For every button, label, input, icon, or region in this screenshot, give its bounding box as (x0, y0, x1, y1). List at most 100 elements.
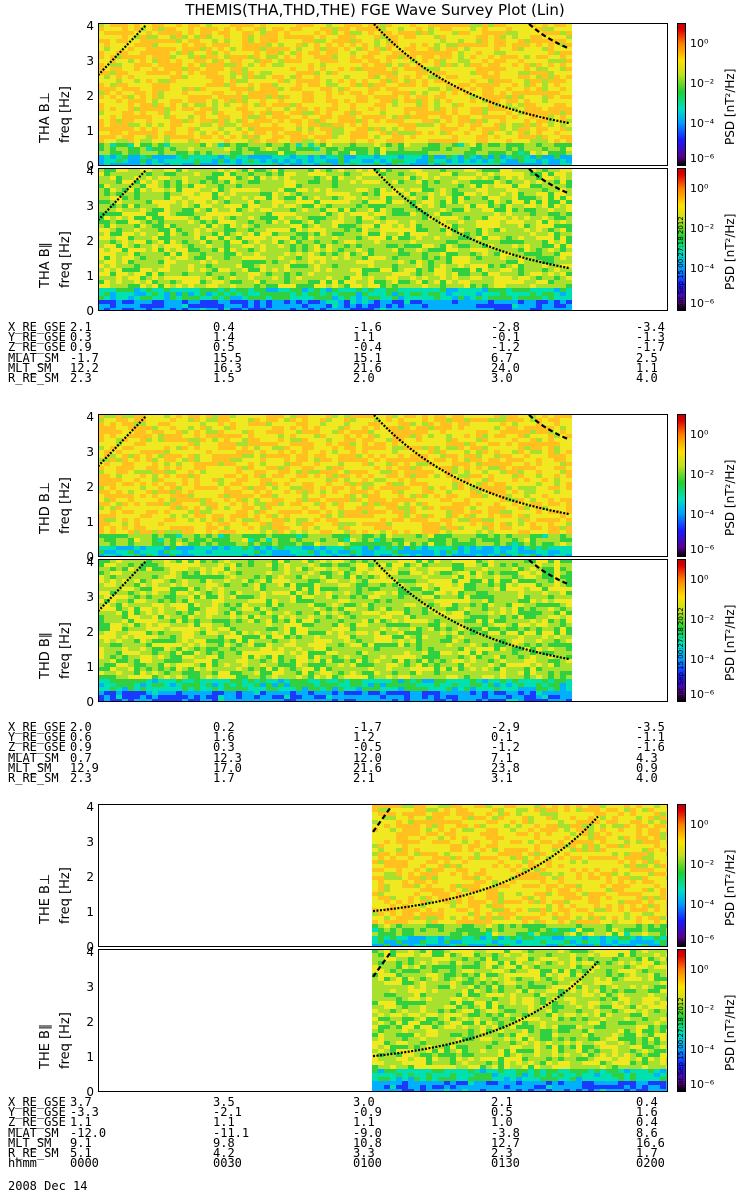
spectrogram-cell (116, 308, 122, 311)
spectrogram-cell (182, 147, 188, 151)
spectrogram-cell (158, 135, 164, 139)
spectrogram-cell (98, 131, 104, 135)
spectrogram-cell (422, 280, 428, 284)
spectrogram-cell (392, 240, 398, 244)
spectrogram-cell (404, 79, 410, 83)
spectrogram-cell (560, 67, 566, 71)
spectrogram-cell (536, 59, 542, 63)
spectrogram-cell (440, 276, 446, 280)
spectrogram-cell (278, 276, 284, 280)
spectrogram-cell (182, 200, 188, 204)
spectrogram-cell (260, 59, 266, 63)
spectrogram-cell (566, 143, 572, 147)
spectrogram-cell (236, 212, 242, 216)
spectrogram-cell (218, 276, 224, 280)
spectrogram-cell (422, 143, 428, 147)
spectrogram-cell (170, 123, 176, 127)
spectrogram-cell (434, 55, 440, 59)
spectrogram-cell (206, 107, 212, 111)
spectrogram-cell (122, 27, 128, 31)
spectrogram-cell (110, 79, 116, 83)
spectrogram-cell (116, 216, 122, 220)
spectrogram-cell (392, 27, 398, 31)
spectrogram-cell (338, 260, 344, 264)
spectrogram-cell (146, 91, 152, 95)
spectrogram-cell (104, 139, 110, 143)
spectrogram-cell (482, 151, 488, 155)
spectrogram-cell (428, 23, 434, 27)
spectrogram-cell (266, 244, 272, 248)
spectrogram-cell (200, 151, 206, 155)
spectrogram-cell (242, 252, 248, 256)
spectrogram-cell (134, 107, 140, 111)
spectrogram-cell (332, 204, 338, 208)
spectrogram-cell (242, 159, 248, 163)
spectrogram-cell (254, 216, 260, 220)
spectrogram-cell (392, 228, 398, 232)
spectrogram-cell (158, 176, 164, 180)
spectrogram-cell (338, 79, 344, 83)
spectrogram-cell (374, 276, 380, 280)
spectrogram-cell (386, 228, 392, 232)
spectrogram-cell (338, 71, 344, 75)
spectrogram-cell (212, 180, 218, 184)
spectrogram-cell (200, 256, 206, 260)
spectrogram-cell (122, 143, 128, 147)
spectrogram-cell (362, 151, 368, 155)
spectrogram-cell (152, 204, 158, 208)
spectrogram-cell (482, 103, 488, 107)
spectrogram-cell (392, 143, 398, 147)
spectrogram-cell (530, 47, 536, 51)
spectrogram-cell (404, 248, 410, 252)
spectrogram-cell (266, 240, 272, 244)
spectrogram-cell (158, 256, 164, 260)
spectrogram-cell (128, 308, 134, 311)
spectrogram-cell (302, 204, 308, 208)
spectrogram-cell (506, 63, 512, 67)
spectrogram-cell (170, 35, 176, 39)
spectrogram-cell (440, 163, 446, 166)
spectrogram-cell (182, 59, 188, 63)
spectrogram-cell (464, 59, 470, 63)
spectrogram-cell (266, 107, 272, 111)
spectrogram-cell (386, 268, 392, 272)
spectrogram-cell (362, 103, 368, 107)
spectrogram-cell (320, 276, 326, 280)
spectrogram-cell (380, 163, 386, 166)
spectrogram-cell (470, 87, 476, 91)
spectrogram-cell (356, 172, 362, 176)
spectrogram-cell (440, 204, 446, 208)
spectrogram-cell (470, 71, 476, 75)
spectrogram-cell (206, 75, 212, 79)
y-axis-label: THA B⊥ (38, 92, 53, 143)
spectrogram-cell (272, 83, 278, 87)
spectrogram-cell (446, 95, 452, 99)
spectrogram-cell (284, 196, 290, 200)
spectrogram-cell (272, 200, 278, 204)
spectrogram-cell (404, 204, 410, 208)
spectrogram-cell (302, 288, 308, 292)
spectrogram-cell (128, 260, 134, 264)
spectrogram-cell (266, 71, 272, 75)
spectrogram-cell (98, 123, 104, 127)
spectrogram-cell (98, 47, 104, 51)
spectrogram-cell (470, 79, 476, 83)
spectrogram-cell (164, 31, 170, 35)
spectrogram-cell (494, 135, 500, 139)
spectrogram-cell (140, 224, 146, 228)
spectrogram-cell (482, 99, 488, 103)
spectrogram-cell (278, 87, 284, 91)
spectrogram-cell (398, 147, 404, 151)
spectrogram-cell (344, 71, 350, 75)
spectrogram-cell (344, 256, 350, 260)
spectrogram-cell (374, 304, 380, 308)
spectrogram-cell (380, 260, 386, 264)
spectrogram-cell (524, 127, 530, 131)
spectrogram-cell (200, 35, 206, 39)
spectrogram-cell (194, 71, 200, 75)
spectrogram-cell (266, 35, 272, 39)
spectrogram-cell (296, 184, 302, 188)
spectrogram-cell (434, 172, 440, 176)
spectrogram-cell (332, 232, 338, 236)
spectrogram-cell (212, 256, 218, 260)
